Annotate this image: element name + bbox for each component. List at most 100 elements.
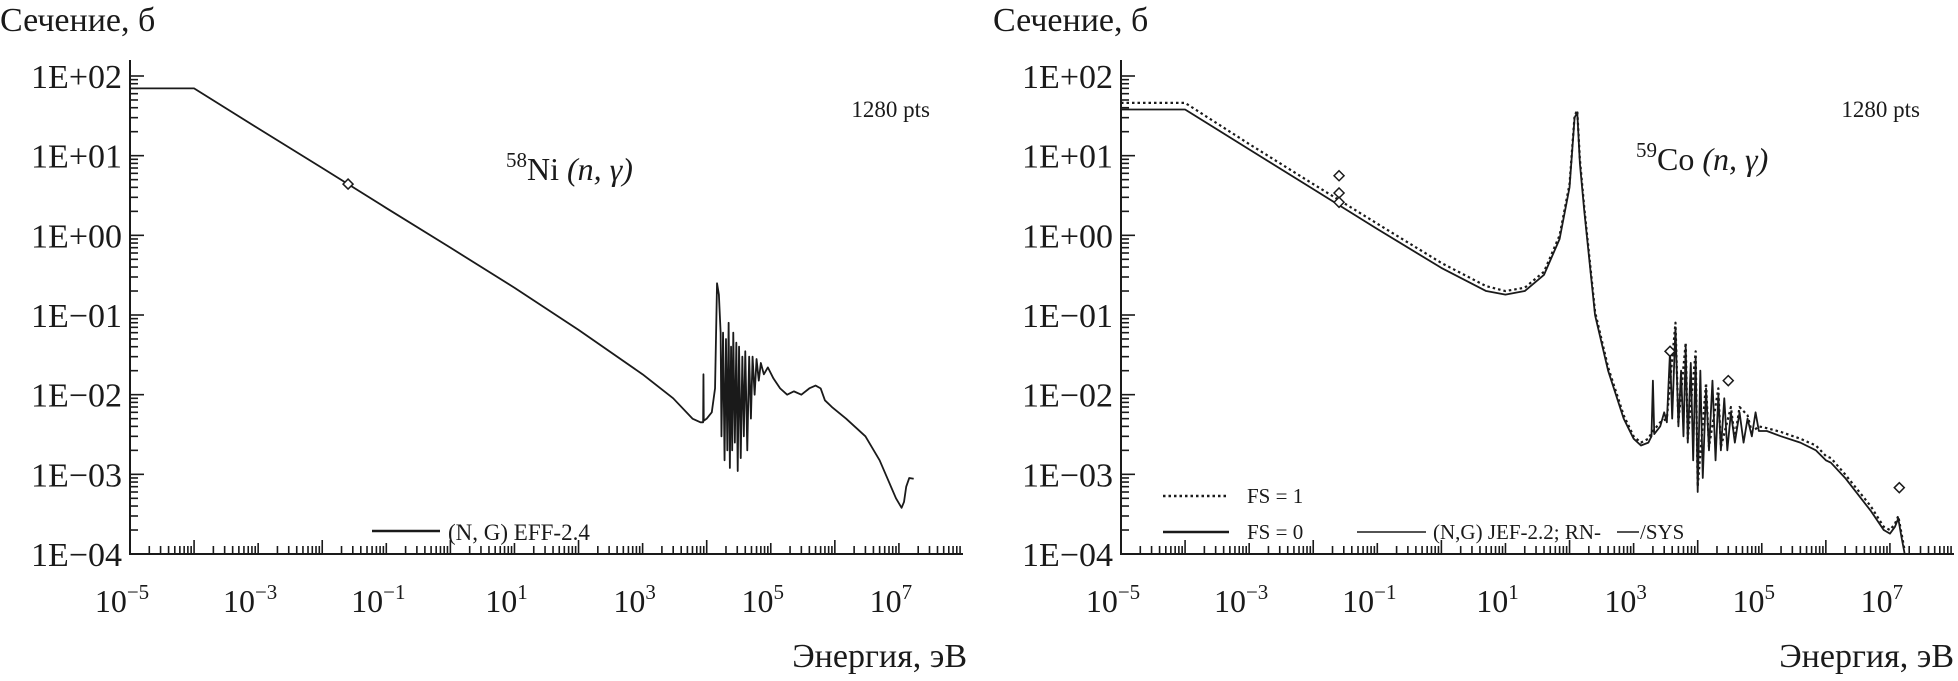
points-count-annotation: 1280 pts bbox=[1841, 97, 1920, 122]
series-line-solid bbox=[130, 87, 914, 509]
title-mass-number: 58 bbox=[506, 148, 527, 172]
x-tick-exponent: 5 bbox=[1765, 580, 1776, 604]
x-tick-label: 107 bbox=[870, 580, 913, 619]
x-tick-exponent: 5 bbox=[774, 580, 785, 604]
y-tick-labels: 1E+02 1E+01 1E+00 1E−01 1E−02 1E−03 1E−04 bbox=[31, 59, 122, 574]
title-element: Ni bbox=[527, 151, 559, 187]
y-tick-label: 1E−02 bbox=[31, 378, 122, 415]
title-reaction: (n, γ) bbox=[567, 151, 633, 187]
x-tick-exponent: −3 bbox=[1246, 580, 1268, 604]
x-tick-base: 10 bbox=[1342, 583, 1374, 619]
x-tick-base: 10 bbox=[613, 583, 645, 619]
y-tick-label: 1E+01 bbox=[1022, 139, 1113, 176]
x-tick-base: 10 bbox=[1214, 583, 1246, 619]
x-tick-base: 10 bbox=[1604, 583, 1636, 619]
y-tick-label: 1E+00 bbox=[1022, 218, 1113, 255]
x-tick-exponent: −5 bbox=[1118, 580, 1140, 604]
plot-frame bbox=[1120, 60, 1954, 555]
x-tick-exponent: 3 bbox=[1636, 580, 1647, 604]
axis-ticks bbox=[1120, 75, 1952, 555]
x-tick-label: 101 bbox=[485, 580, 528, 619]
plot-frame bbox=[129, 60, 963, 555]
x-tick-base: 10 bbox=[95, 583, 127, 619]
x-tick-exponent: 7 bbox=[1893, 580, 1904, 604]
y-axis-label: Сечение, б bbox=[0, 2, 155, 39]
x-tick-base: 10 bbox=[351, 583, 383, 619]
y-tick-label: 1E+00 bbox=[31, 218, 122, 255]
title-spacer bbox=[559, 151, 567, 187]
title-element: Co bbox=[1657, 141, 1694, 177]
legend-label-fs1: FS = 1 bbox=[1247, 484, 1303, 508]
legend: (N, G) EFF-2.4 bbox=[372, 520, 590, 545]
x-axis-label: Энергия, эВ bbox=[1779, 638, 1954, 675]
legend-label-eff24: (N, G) EFF-2.4 bbox=[448, 520, 590, 545]
x-tick-exponent: 1 bbox=[1508, 580, 1519, 604]
data-point-marker bbox=[1663, 345, 1677, 358]
x-tick-label: 10−5 bbox=[1086, 580, 1140, 619]
x-tick-exponent: −5 bbox=[127, 580, 149, 604]
x-tick-exponent: 3 bbox=[645, 580, 656, 604]
chart-title: 59Co (n, γ) bbox=[1636, 138, 1768, 177]
title-reaction: (n, γ) bbox=[1702, 141, 1768, 177]
x-tick-exponent: 7 bbox=[902, 580, 913, 604]
series-line-dotted bbox=[1121, 101, 1906, 551]
x-tick-label: 10−3 bbox=[223, 580, 277, 619]
plot-area bbox=[1121, 101, 1906, 555]
legend-label-fs0: FS = 0 bbox=[1247, 520, 1303, 544]
data-point-marker bbox=[1722, 374, 1735, 387]
y-tick-label: 1E−03 bbox=[1022, 457, 1113, 494]
x-tick-base: 10 bbox=[1861, 583, 1893, 619]
y-tick-label: 1E+02 bbox=[31, 59, 122, 96]
x-tick-exponent: −1 bbox=[383, 580, 405, 604]
x-tick-label: 10−3 bbox=[1214, 580, 1268, 619]
x-tick-base: 10 bbox=[1476, 583, 1508, 619]
data-point-marker bbox=[1332, 196, 1346, 209]
y-tick-labels: 1E+02 1E+01 1E+00 1E−01 1E−02 1E−03 1E−04 bbox=[1022, 59, 1113, 574]
x-tick-base: 10 bbox=[1086, 583, 1118, 619]
y-tick-label: 1E−01 bbox=[1022, 298, 1113, 335]
x-tick-label: 103 bbox=[1604, 580, 1647, 619]
chart-panel-ni58: Сечение, б Энергия, эВ 1280 pts 58Ni (n,… bbox=[0, 2, 967, 675]
y-tick-label: 1E+01 bbox=[31, 139, 122, 176]
y-tick-label: 1E−04 bbox=[31, 537, 122, 574]
y-tick-label: 1E+02 bbox=[1022, 59, 1113, 96]
x-tick-label: 103 bbox=[613, 580, 656, 619]
x-tick-label: 10−5 bbox=[95, 580, 149, 619]
y-tick-label: 1E−04 bbox=[1022, 537, 1113, 574]
x-tick-label: 105 bbox=[742, 580, 785, 619]
x-tick-exponent: 1 bbox=[517, 580, 528, 604]
chart-title: 58Ni (n, γ) bbox=[506, 148, 633, 187]
legend: FS = 1 FS = 0 (N,G) JEF-2.2; RN- /SYS bbox=[1163, 484, 1684, 544]
legend-label-jef22: (N,G) JEF-2.2; RN- bbox=[1433, 520, 1601, 544]
x-tick-label: 10−1 bbox=[351, 580, 405, 619]
x-tick-exponent: −1 bbox=[1374, 580, 1396, 604]
data-point-marker bbox=[1893, 481, 1906, 494]
x-tick-label: 105 bbox=[1733, 580, 1776, 619]
x-axis-label: Энергия, эВ bbox=[792, 638, 967, 675]
data-point-marker bbox=[1332, 169, 1346, 182]
x-tick-base: 10 bbox=[223, 583, 255, 619]
x-tick-base: 10 bbox=[742, 583, 774, 619]
x-tick-label: 10−1 bbox=[1342, 580, 1396, 619]
points-count-annotation: 1280 pts bbox=[851, 97, 930, 122]
data-point-marker bbox=[342, 178, 355, 191]
x-tick-label: 101 bbox=[1476, 580, 1519, 619]
y-tick-label: 1E−02 bbox=[1022, 378, 1113, 415]
plot-area bbox=[130, 87, 914, 509]
x-tick-labels: 10−5 10−3 10−1 101 103 105 107 bbox=[95, 580, 912, 619]
x-tick-base: 10 bbox=[1733, 583, 1765, 619]
chart-panel-co59: Сечение, б Энергия, эВ 1280 pts 59Co (n,… bbox=[993, 2, 1954, 675]
y-axis-label: Сечение, б bbox=[993, 2, 1148, 39]
x-tick-base: 10 bbox=[870, 583, 902, 619]
x-tick-exponent: −3 bbox=[255, 580, 277, 604]
x-tick-label: 107 bbox=[1861, 580, 1904, 619]
legend-label-sys: /SYS bbox=[1640, 520, 1684, 544]
y-tick-label: 1E−01 bbox=[31, 298, 122, 335]
y-tick-label: 1E−03 bbox=[31, 457, 122, 494]
axis-ticks bbox=[129, 75, 961, 555]
title-mass-number: 59 bbox=[1636, 138, 1657, 162]
x-tick-labels: 10−5 10−3 10−1 101 103 105 107 bbox=[1086, 580, 1903, 619]
series-line-solid bbox=[1121, 108, 1906, 555]
x-tick-base: 10 bbox=[485, 583, 517, 619]
